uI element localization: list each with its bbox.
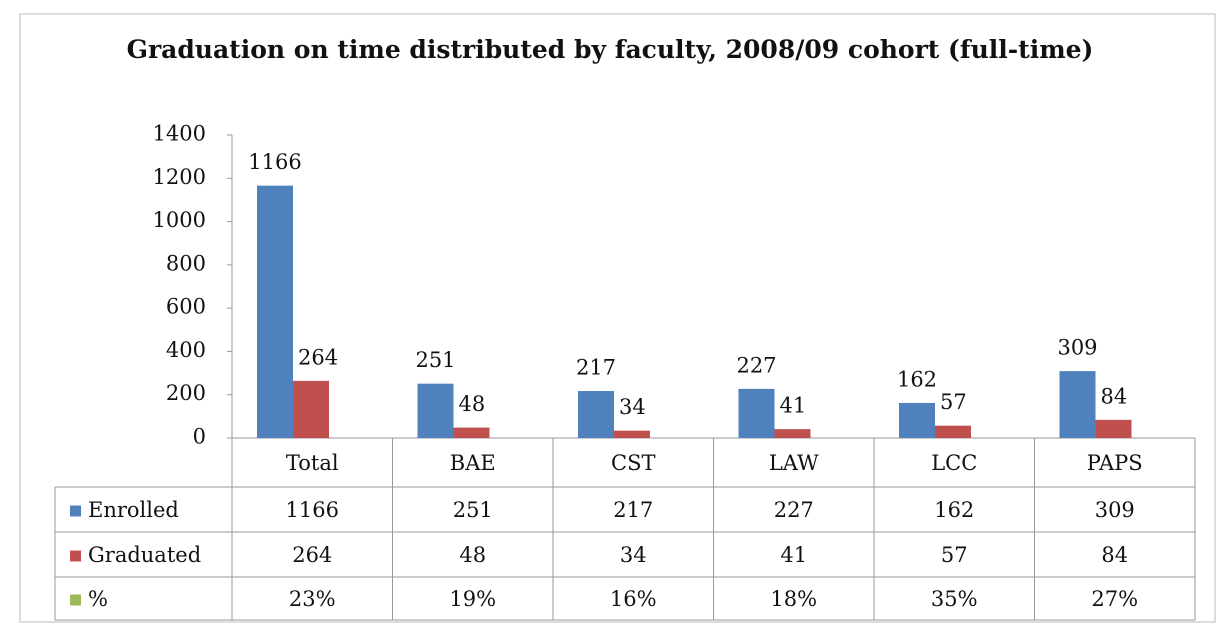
data-label: 57 [940,390,967,414]
table-cell: 309 [1095,498,1135,522]
x-tick-label: LAW [769,451,819,475]
bar [417,383,454,438]
table-cell: 57 [941,543,968,567]
bar [614,430,650,438]
data-label: 162 [897,367,937,391]
x-tick-label: CST [611,451,655,475]
legend-label: Graduated [88,543,201,567]
y-tick-label: 600 [166,295,206,319]
table-cell: 27% [1091,587,1138,611]
data-label: 217 [576,356,616,380]
legend-label: Enrolled [88,498,179,522]
legend-swatch [70,505,81,517]
table-cell: 34 [620,543,647,567]
data-label: 48 [459,392,486,416]
x-tick-label: PAPS [1087,451,1143,475]
data-label: 84 [1101,384,1128,408]
bar [899,402,935,438]
chart-title: Graduation on time distributed by facult… [126,35,1094,64]
bar [935,425,971,438]
table-cell: 35% [931,587,978,611]
x-tick-label: BAE [450,451,496,475]
bar [738,388,775,438]
y-tick-label: 200 [166,381,206,405]
table-cell: 264 [292,543,332,567]
table-cell: 16% [610,587,657,611]
table-cell: 217 [613,498,653,522]
table-cell: 84 [1101,543,1128,567]
table-cell: 1166 [286,498,339,522]
y-tick-label: 400 [166,338,206,362]
bar [1095,419,1132,438]
data-label: 309 [1057,336,1097,360]
data-label: 227 [736,353,776,377]
y-tick-label: 0 [193,425,206,449]
table-cell: 18% [770,587,817,611]
chart-frame [19,13,1216,623]
table-cell: 227 [774,498,814,522]
legend-label: % [88,587,108,611]
bar [578,391,614,438]
table-cell: 251 [453,498,493,522]
table-cell: 19% [449,587,496,611]
table-cell: 48 [459,543,486,567]
data-label: 251 [415,348,455,372]
bar [774,429,811,438]
y-tick-label: 1200 [153,165,206,189]
bar [453,427,490,438]
table-cell: 23% [289,587,336,611]
x-tick-label: Total [286,451,339,475]
x-tick-label: LCC [931,451,977,475]
table-cell: 41 [780,543,807,567]
table-cell: 162 [934,498,974,522]
data-label: 264 [298,345,338,369]
bar [257,185,293,438]
legend-swatch [70,550,81,562]
bar [293,380,329,438]
legend-swatch [70,594,81,606]
y-tick-label: 1400 [153,122,206,146]
data-label: 1166 [248,150,301,174]
data-label: 34 [619,395,646,419]
bar [1059,371,1096,438]
data-label: 41 [780,394,807,418]
y-tick-label: 800 [166,251,206,275]
y-tick-label: 1000 [153,208,206,232]
